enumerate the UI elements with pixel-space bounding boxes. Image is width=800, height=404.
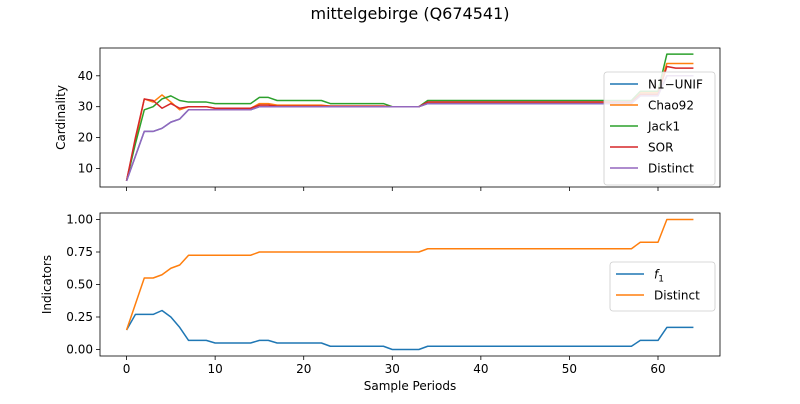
figure-title: mittelgebirge (Q674541) [310,4,509,23]
legend-indicators: f1 Distinct [609,261,716,312]
legend-label-cardinality-3: SOR [648,141,673,155]
legend-label-cardinality-2: Jack1 [647,120,680,134]
y-tick-label-cardinality-2: 30 [78,100,93,114]
plot-cardinality: 10 20 30 40 Cardinality N1−UNIF Chao92 Jack1 SOR… [54,47,721,191]
x-tick-label-6: 60 [650,362,665,376]
y-tick-label-cardinality-0: 10 [78,161,93,175]
series-line-indicators-1 [125,218,694,331]
x-tick-label-5: 50 [562,362,577,376]
y-axis-label-cardinality: Cardinality [54,85,68,150]
legend-label-indicators-0: f1 [654,268,664,285]
y-axis-label-indicators: Indicators [40,255,54,314]
y-tick-label-indicators-3: 0.75 [66,245,93,259]
legend-cardinality: N1−UNIF Chao92 Jack1 SOR Distinct [603,71,716,186]
plot-indicators: 0 10 20 30 40 50 60 0.00 0.25 0.50 0.75 1.00 Indicat… [40,213,721,393]
x-tick-label-3: 30 [385,362,400,376]
series-line-cardinality-4 [125,75,694,182]
legend-label-cardinality-0: N1−UNIF [648,78,703,92]
y-tick-label-indicators-2: 0.50 [66,278,93,292]
x-tick-label-4: 40 [473,362,488,376]
y-tick-label-indicators-4: 1.00 [66,213,93,227]
legend-box-indicators [609,261,716,312]
legend-box-cardinality [603,71,716,186]
y-tick-label-indicators-0: 0.00 [66,343,93,357]
axes-frame-cardinality [99,47,721,188]
x-axis-label: Sample Periods [364,379,456,393]
legend-label-indicators-1: Distinct [654,289,700,303]
y-tick-label-cardinality-1: 20 [78,131,93,145]
legend-label-cardinality-1: Chao92 [648,99,694,113]
x-tick-label-0: 0 [123,362,131,376]
legend-label-cardinality-4: Distinct [648,162,694,176]
y-tick-label-indicators-1: 0.25 [66,310,93,324]
x-tick-label-1: 10 [208,362,223,376]
series-line-indicators-0 [125,309,694,351]
y-tick-label-cardinality-3: 40 [78,69,93,83]
x-tick-label-2: 20 [296,362,311,376]
